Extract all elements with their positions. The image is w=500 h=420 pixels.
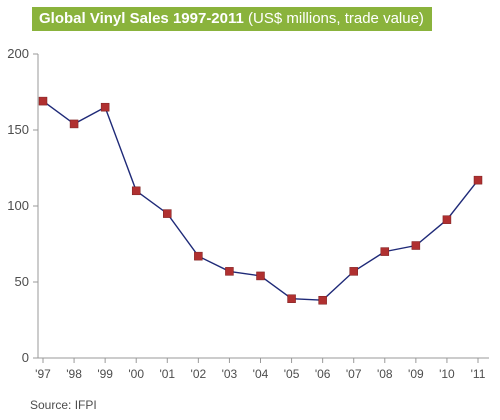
x-tick-label: '06 (315, 367, 331, 381)
data-point-marker (380, 247, 390, 256)
y-tick-label: 150 (7, 122, 29, 137)
y-tick-label: 50 (15, 274, 29, 289)
y-tick-label: 200 (7, 46, 29, 61)
x-tick-label: '07 (346, 367, 362, 381)
data-point-marker (349, 267, 358, 276)
x-tick-label: '05 (284, 367, 300, 381)
x-tick-label: '03 (222, 367, 238, 381)
data-point-marker (442, 215, 452, 224)
data-point-marker (318, 295, 327, 305)
data-point-marker (287, 294, 296, 303)
x-tick-label: '09 (408, 367, 424, 381)
x-tick-label: '99 (97, 367, 113, 381)
x-tick-label: '97 (35, 367, 51, 381)
source-note: Source: IFPI (30, 398, 97, 412)
data-point-marker (473, 175, 483, 185)
data-point-marker (131, 186, 141, 196)
data-point-marker (100, 102, 110, 112)
x-tick-label: '11 (471, 367, 486, 381)
data-point-marker (194, 251, 203, 261)
chart-title-main: Global Vinyl Sales 1997-2011 (39, 10, 244, 27)
data-point-marker (411, 241, 421, 250)
data-point-marker (38, 96, 48, 106)
series-line (42, 100, 479, 301)
x-tick-label: '02 (191, 367, 207, 381)
data-point-marker (225, 267, 234, 276)
data-point-marker (163, 209, 172, 218)
x-tick-label: '98 (66, 367, 82, 381)
chart-title-subtitle: (US$ millions, trade value) (243, 10, 424, 27)
chart-title: Global Vinyl Sales 1997-2011 (US$ millio… (32, 7, 432, 31)
data-point-marker (69, 119, 79, 129)
x-tick-label: '00 (128, 367, 144, 381)
y-tick-label: 0 (22, 350, 29, 365)
x-tick-label: '10 (439, 367, 455, 381)
y-tick-label: 100 (7, 198, 29, 213)
x-tick-label: '08 (377, 367, 393, 381)
x-tick-label: '04 (253, 367, 269, 381)
x-tick-label: '01 (159, 367, 175, 381)
data-point-marker (256, 271, 265, 281)
